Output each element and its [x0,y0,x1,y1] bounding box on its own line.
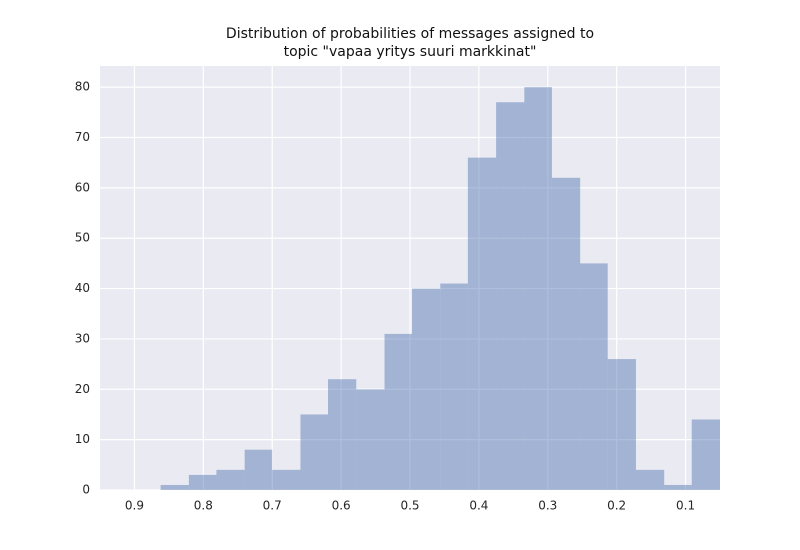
bar [496,102,525,490]
y-tick-label: 0 [82,483,90,497]
y-tick-label: 70 [75,130,90,144]
bar [160,484,189,490]
y-tick-label: 40 [75,281,90,295]
bar [635,469,665,490]
bar [440,283,468,490]
bar [551,177,581,490]
bar [691,419,720,490]
x-tick-label: 0.1 [676,499,695,513]
bar [216,469,245,490]
bar [607,359,636,490]
y-tick-label: 50 [75,231,90,245]
bar [467,157,497,490]
y-tick-label: 30 [75,331,90,345]
y-tick-label: 10 [75,432,90,446]
x-tick-label: 0.3 [538,499,557,513]
x-tick-label: 0.8 [194,499,213,513]
bar [328,379,357,490]
bar [524,87,552,490]
bar [384,333,413,490]
bar [188,474,217,490]
bar [580,263,608,490]
bar [244,449,273,490]
x-tick-label: 0.9 [125,499,144,513]
x-tick-label: 0.7 [263,499,282,513]
y-tick-label: 20 [75,382,90,396]
x-tick-label: 0.4 [469,499,488,513]
x-tick-label: 0.2 [607,499,626,513]
x-tick-label: 0.6 [332,499,351,513]
bar [272,469,301,490]
bar [356,389,385,490]
bar [664,484,692,490]
y-tick-label: 80 [75,80,90,94]
bar [412,288,441,490]
bar [300,414,329,490]
y-tick-label: 60 [75,180,90,194]
x-tick-label: 0.5 [400,499,419,513]
chart-title: Distribution of probabilities of message… [226,26,594,60]
